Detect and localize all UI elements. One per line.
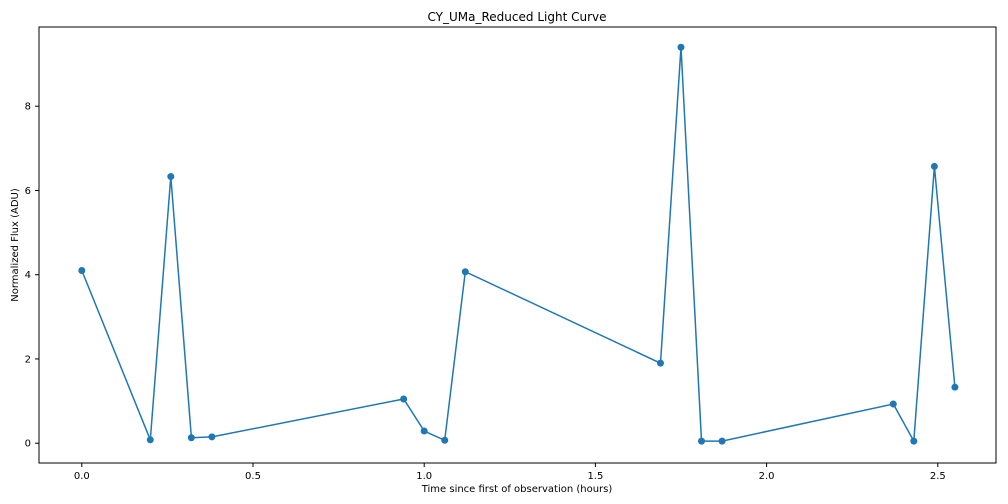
data-point bbox=[656, 359, 664, 367]
x-tick-label: 0.5 bbox=[245, 471, 261, 482]
data-point bbox=[698, 437, 706, 445]
data-point bbox=[400, 395, 408, 403]
x-tick-label: 2.0 bbox=[759, 471, 775, 482]
y-tick-label: 8 bbox=[25, 102, 31, 113]
x-tick-label: 1.5 bbox=[587, 471, 603, 482]
data-point bbox=[187, 434, 195, 442]
chart-title: CY_UMa_Reduced Light Curve bbox=[428, 10, 607, 24]
data-point bbox=[718, 437, 726, 445]
data-point bbox=[910, 437, 918, 445]
y-tick-label: 0 bbox=[25, 439, 31, 450]
data-point bbox=[420, 427, 428, 435]
data-point bbox=[78, 266, 86, 274]
x-tick-label: 1.0 bbox=[416, 471, 432, 482]
data-point bbox=[461, 268, 469, 276]
y-tick-label: 2 bbox=[25, 354, 31, 365]
y-axis: 0 2 4 6 8 bbox=[25, 102, 39, 450]
x-axis: 0.0 0.5 1.0 1.5 2.0 2.5 bbox=[74, 463, 946, 482]
y-tick-label: 6 bbox=[25, 186, 31, 197]
plot-area bbox=[78, 43, 959, 445]
data-point bbox=[677, 43, 685, 51]
data-point bbox=[441, 436, 449, 444]
x-tick-label: 2.5 bbox=[930, 471, 946, 482]
data-point bbox=[951, 383, 959, 391]
data-point bbox=[167, 173, 175, 181]
y-axis-label: Normalized Flux (ADU) bbox=[10, 188, 21, 302]
data-point bbox=[930, 162, 938, 170]
data-point bbox=[146, 436, 154, 444]
data-point bbox=[208, 433, 216, 441]
x-axis-label: Time since first of observation (hours) bbox=[421, 484, 613, 495]
x-tick-label: 0.0 bbox=[74, 471, 90, 482]
data-point bbox=[889, 400, 897, 408]
plot-frame bbox=[38, 26, 997, 464]
y-tick-label: 4 bbox=[25, 270, 31, 281]
